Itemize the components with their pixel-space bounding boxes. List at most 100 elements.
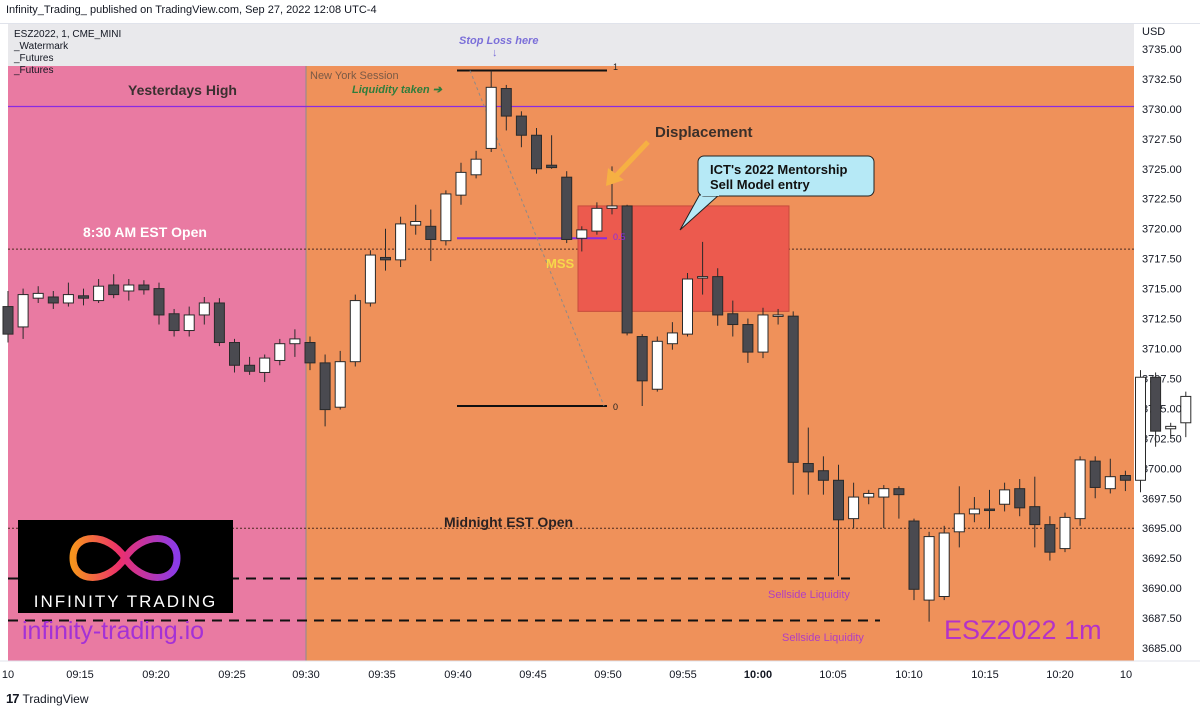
candle-body [259, 357, 271, 373]
candle [561, 171, 573, 244]
candle [229, 338, 240, 373]
watermark-site: infinity-trading.io [22, 617, 205, 645]
candle-body [485, 86, 497, 149]
candle [395, 216, 407, 268]
candle-body [651, 340, 663, 390]
candle [1059, 512, 1071, 553]
price-tick: 3700.00 [1142, 463, 1182, 475]
candle-body [1180, 395, 1192, 424]
candle [364, 250, 376, 307]
candle [999, 482, 1011, 512]
time-tick: 09:50 [594, 669, 622, 681]
time-tick: 09:30 [292, 669, 320, 681]
candle [123, 279, 135, 301]
candle-body [878, 488, 890, 498]
time-tick: 09:40 [444, 669, 472, 681]
candle [802, 427, 814, 495]
candle [757, 307, 769, 359]
candle-body [682, 278, 693, 335]
candle-body [153, 288, 165, 316]
candle-body [1029, 506, 1041, 526]
legend-watermark: _Watermark [13, 41, 69, 52]
candle [953, 486, 965, 548]
price-tick: 3695.00 [1142, 523, 1182, 535]
candle [1180, 391, 1192, 438]
callout-line-2: Sell Model entry [710, 177, 810, 192]
candle [334, 350, 346, 410]
candle [546, 135, 558, 169]
footer[interactable]: 17 TradingView [6, 691, 89, 706]
candle [1135, 370, 1146, 493]
candle-body [984, 508, 995, 512]
candle-body [802, 463, 814, 473]
candle [742, 318, 754, 363]
price-tick: 3685.00 [1142, 643, 1182, 655]
price-tick: 3720.00 [1142, 224, 1182, 236]
candle [591, 202, 603, 235]
candle-body [319, 362, 331, 411]
infinity-logo-icon [69, 535, 181, 581]
candle-body [1165, 425, 1177, 430]
candle-body [1119, 474, 1131, 481]
price-tick: 3687.50 [1142, 613, 1182, 625]
price-tick: 3735.00 [1142, 44, 1182, 56]
candle [259, 354, 271, 383]
candle-body [561, 176, 573, 240]
tradingview-logo-icon: 17 [6, 691, 20, 706]
candle [938, 525, 950, 601]
candle-body [229, 342, 240, 366]
candle-body [1014, 488, 1026, 509]
candle-body [848, 496, 860, 520]
mss-label: MSS [546, 256, 575, 271]
entry-callout[interactable]: ICT's 2022 Mentorship Sell Model entry [679, 155, 875, 231]
watermark-name: INFINITY TRADING [33, 592, 218, 611]
candle-body [515, 115, 527, 136]
candle-body [410, 221, 422, 226]
candle [817, 456, 829, 495]
candle [183, 306, 195, 337]
candle-body [47, 296, 59, 304]
candle [893, 486, 905, 519]
yesterdays-high-label: Yesterdays High [128, 82, 237, 98]
candle-body [1044, 524, 1056, 553]
candle [410, 204, 422, 235]
candle-body [440, 193, 452, 242]
candle [1029, 476, 1041, 548]
open-830-label: 8:30 AM EST Open [83, 224, 207, 240]
session-background [306, 24, 1134, 661]
candle [878, 485, 890, 529]
candle [274, 338, 286, 366]
candle [1165, 422, 1177, 439]
candle [727, 300, 739, 337]
time-tick: 10:15 [971, 669, 999, 681]
candle [349, 294, 361, 367]
time-axis-ticks: 10 09:15 09:20 09:25 09:30 09:35 09:40 09:45 09:… [2, 669, 1132, 681]
candle [1104, 458, 1116, 494]
candle-body [576, 229, 588, 239]
infinity-trading-logo: INFINITY TRADING [18, 520, 233, 613]
price-tick: 3705.00 [1142, 403, 1182, 415]
candle-body [742, 324, 754, 353]
candle [470, 150, 482, 179]
candle [244, 356, 256, 375]
stop-loss-arrow: ↓ [492, 47, 498, 59]
candle-body [1135, 376, 1146, 481]
candle-body [591, 207, 603, 232]
candle-body [455, 171, 467, 196]
candle-body [93, 285, 105, 302]
top-divider [0, 23, 1200, 24]
time-tick: 09:25 [218, 669, 246, 681]
candle [62, 282, 74, 307]
fib-1-label: 1 [613, 62, 618, 72]
candle [772, 308, 784, 325]
displacement-arrow [606, 140, 650, 186]
candle-body [833, 479, 844, 521]
tradingview-brand: TradingView [22, 691, 89, 706]
candle-body [727, 313, 739, 326]
candle-body [666, 332, 678, 345]
candle [17, 288, 29, 339]
candle [576, 226, 588, 252]
time-tick: 10:05 [819, 669, 847, 681]
candle-body [168, 313, 180, 332]
